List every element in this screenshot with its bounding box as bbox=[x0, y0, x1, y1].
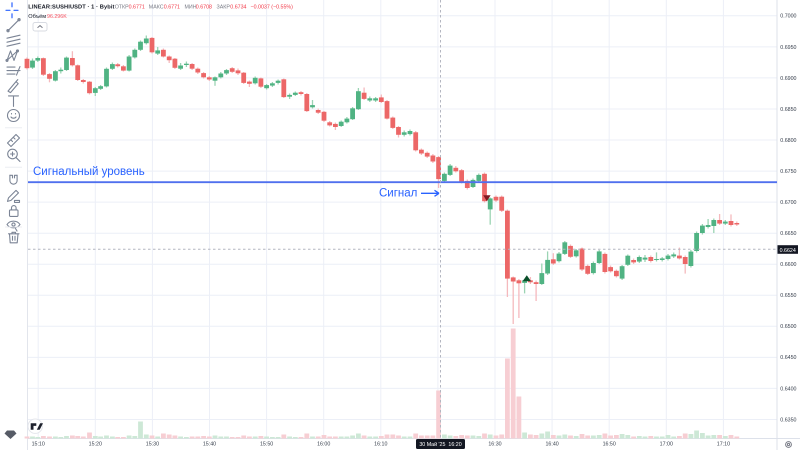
svg-text:15:20: 15:20 bbox=[89, 441, 102, 447]
svg-text:15:30: 15:30 bbox=[146, 441, 159, 447]
svg-text:0.6350: 0.6350 bbox=[780, 417, 796, 423]
svg-text:16:10: 16:10 bbox=[374, 441, 387, 447]
svg-text:0.6734: 0.6734 bbox=[230, 5, 246, 11]
svg-text:LINEAR:SUSHIUSDT · 1 · Bybit: LINEAR:SUSHIUSDT · 1 · Bybit bbox=[28, 5, 114, 11]
svg-text:МАКС: МАКС bbox=[149, 5, 164, 11]
svg-text:15:50: 15:50 bbox=[260, 441, 273, 447]
svg-text:0.6700: 0.6700 bbox=[780, 200, 796, 206]
svg-text:ОТКР: ОТКР bbox=[115, 5, 129, 11]
svg-text:30 Май '25 16:20: 30 Май '25 16:20 bbox=[419, 441, 461, 448]
svg-text:0.6400: 0.6400 bbox=[780, 386, 796, 392]
svg-text:0.6624: 0.6624 bbox=[780, 248, 796, 254]
svg-text:17:00: 17:00 bbox=[660, 441, 673, 447]
svg-text:Объём: Объём bbox=[28, 14, 46, 20]
svg-text:0.6650: 0.6650 bbox=[780, 231, 796, 237]
svg-text:0.6450: 0.6450 bbox=[780, 355, 796, 361]
svg-text:16:00: 16:00 bbox=[317, 441, 330, 447]
svg-text:15:40: 15:40 bbox=[203, 441, 216, 447]
svg-text:−0.0037 (−0.55%): −0.0037 (−0.55%) bbox=[251, 5, 294, 11]
svg-text:0.6500: 0.6500 bbox=[780, 324, 796, 330]
svg-text:0.7000: 0.7000 bbox=[780, 14, 796, 20]
svg-text:0.6771: 0.6771 bbox=[164, 5, 180, 11]
svg-text:0.6950: 0.6950 bbox=[780, 45, 796, 51]
svg-text:0.6600: 0.6600 bbox=[780, 262, 796, 268]
svg-text:0.6900: 0.6900 bbox=[780, 76, 796, 82]
svg-text:МИН: МИН bbox=[185, 5, 197, 11]
svg-text:0.6550: 0.6550 bbox=[780, 293, 796, 299]
svg-text:0.6750: 0.6750 bbox=[780, 169, 796, 175]
svg-text:0.6800: 0.6800 bbox=[780, 138, 796, 144]
svg-text:0.6771: 0.6771 bbox=[129, 5, 145, 11]
svg-text:15:10: 15:10 bbox=[32, 441, 45, 447]
svg-text:Сигнал: Сигнал bbox=[379, 188, 417, 200]
svg-text:16:50: 16:50 bbox=[603, 441, 616, 447]
svg-text:ЗАКР: ЗАКР bbox=[217, 5, 231, 11]
svg-text:96.296K: 96.296K bbox=[47, 14, 67, 20]
svg-text:17:10: 17:10 bbox=[717, 441, 730, 447]
svg-text:16:30: 16:30 bbox=[488, 441, 501, 447]
svg-text:0.6708: 0.6708 bbox=[196, 5, 212, 11]
svg-text:Сигнальный уровень: Сигнальный уровень bbox=[33, 166, 145, 178]
svg-text:16:40: 16:40 bbox=[545, 441, 558, 447]
svg-text:0.6850: 0.6850 bbox=[780, 107, 796, 113]
